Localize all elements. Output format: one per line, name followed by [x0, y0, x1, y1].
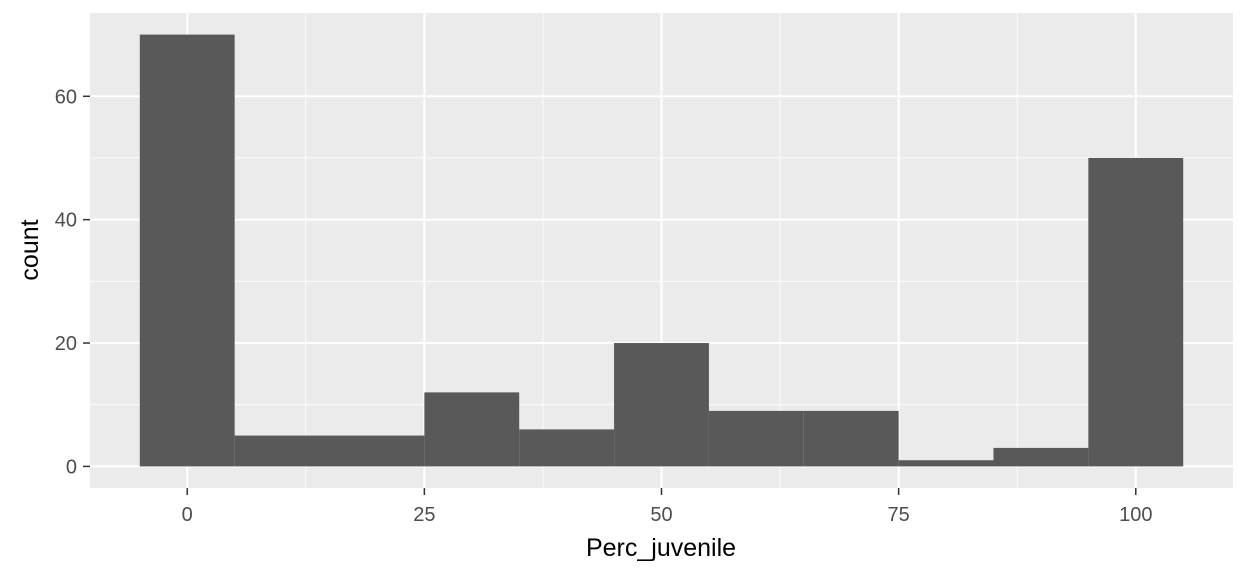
histogram-bar [614, 343, 709, 467]
x-tick-label: 0 [182, 504, 193, 526]
y-axis-title: count [16, 219, 44, 280]
y-tick-label: 60 [55, 86, 77, 108]
histogram-bar [803, 410, 899, 467]
histogram-bar [993, 447, 1089, 467]
x-axis-title: Perc_juvenile [586, 534, 736, 562]
histogram-bar [898, 460, 994, 467]
x-tick-label: 50 [650, 504, 672, 526]
histogram-bar [708, 410, 804, 467]
y-tick-label: 40 [55, 210, 77, 232]
histogram-bar [234, 435, 330, 467]
x-tick-label: 25 [413, 504, 435, 526]
y-tick-label: 20 [55, 333, 77, 355]
x-tick-label: 100 [1119, 504, 1152, 526]
histogram-bars [139, 34, 1184, 467]
x-axis: 0 25 50 75 100 [182, 488, 1152, 526]
x-tick-label: 75 [888, 504, 910, 526]
y-tick-label: 0 [66, 456, 77, 478]
histogram-bar [139, 34, 235, 467]
y-axis: 0 20 40 60 [55, 86, 90, 478]
histogram-bar [424, 392, 520, 467]
histogram-bar [519, 429, 615, 467]
histogram-bar [1088, 157, 1184, 467]
histogram-bar [329, 435, 425, 467]
